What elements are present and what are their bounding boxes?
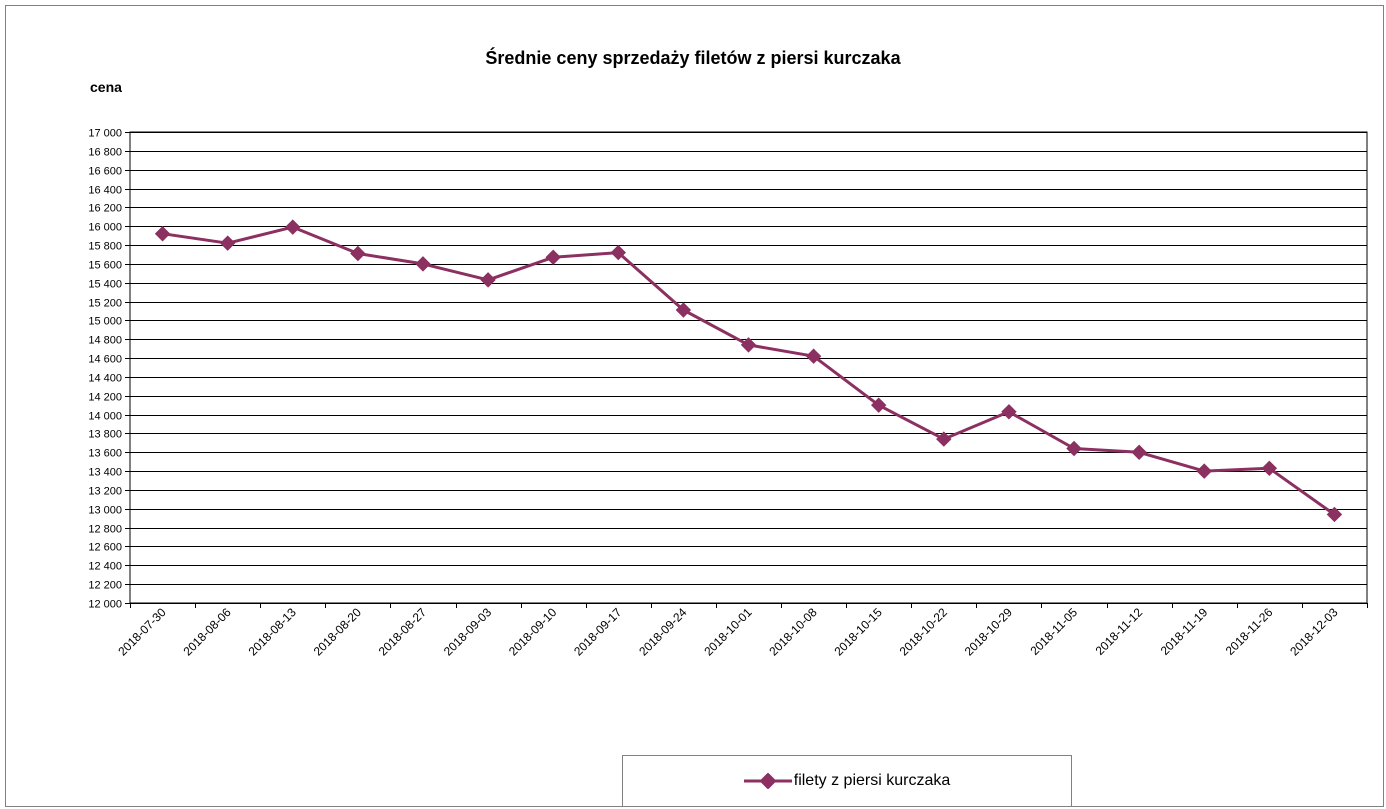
data-point bbox=[154, 226, 171, 242]
data-point bbox=[285, 219, 301, 235]
y-tick-label: 16 600 bbox=[88, 166, 122, 178]
data-point bbox=[1261, 460, 1278, 477]
y-tick-label: 16 800 bbox=[88, 147, 122, 159]
x-tick-label: 2018-08-13 bbox=[246, 605, 300, 659]
y-tick-label: 15 600 bbox=[88, 260, 122, 272]
y-tick-label: 17 000 bbox=[88, 128, 122, 140]
data-point bbox=[1196, 463, 1212, 479]
y-axis-label: cena bbox=[90, 79, 122, 95]
y-tick-label: 13 400 bbox=[88, 467, 122, 479]
data-point bbox=[480, 272, 496, 288]
y-tick-label: 13 200 bbox=[88, 486, 122, 498]
x-tick-label: 2018-08-06 bbox=[180, 605, 234, 659]
x-tick-label: 2018-11-26 bbox=[1223, 605, 1276, 658]
data-point bbox=[415, 256, 431, 272]
x-tick-label: 2018-10-22 bbox=[897, 605, 951, 659]
data-point bbox=[1131, 444, 1147, 460]
plot-area bbox=[129, 131, 1368, 604]
series-layer bbox=[154, 219, 1343, 523]
data-point bbox=[675, 302, 692, 318]
legend-swatch bbox=[743, 773, 792, 789]
x-tick-label: 2018-10-29 bbox=[962, 605, 1016, 659]
data-point bbox=[805, 348, 822, 364]
x-tick-label: 2018-08-20 bbox=[311, 605, 365, 659]
y-tick-label: 14 000 bbox=[88, 411, 122, 423]
y-tick-label: 14 600 bbox=[88, 354, 122, 366]
data-point bbox=[740, 337, 757, 353]
x-tick-label: 2018-09-10 bbox=[506, 605, 560, 659]
y-tick-label: 16 400 bbox=[88, 185, 122, 197]
y-tick-label: 14 800 bbox=[88, 335, 122, 347]
x-tick-label: 2018-11-12 bbox=[1093, 605, 1146, 658]
y-tick-label: 13 800 bbox=[88, 429, 122, 441]
y-tick-label: 15 400 bbox=[88, 279, 122, 291]
x-tick-label: 2018-10-08 bbox=[766, 605, 820, 659]
data-point bbox=[1326, 506, 1343, 523]
data-point bbox=[610, 244, 626, 261]
data-point bbox=[219, 235, 236, 251]
data-point bbox=[350, 245, 366, 262]
data-point bbox=[545, 249, 561, 265]
x-tick-labels: 2018-07-30 2018-08-06 2018-08-13 2018-08-20… bbox=[115, 605, 1340, 659]
x-tick-label: 2018-09-03 bbox=[441, 605, 495, 659]
data-point bbox=[871, 397, 887, 413]
x-tick-label: 2018-10-15 bbox=[832, 605, 886, 659]
x-tick-label: 2018-12-03 bbox=[1287, 605, 1341, 659]
y-tick-label: 15 000 bbox=[88, 316, 122, 328]
y-tick-label: 12 600 bbox=[88, 542, 122, 554]
y-tick-labels: 12 000 12 200 12 400 12 600 12 800 13 000 13 2… bbox=[88, 128, 122, 611]
data-point bbox=[1066, 440, 1082, 457]
x-tick-label: 2018-09-17 bbox=[571, 605, 625, 659]
y-tick-label: 12 200 bbox=[88, 580, 122, 592]
y-tick-label: 15 200 bbox=[88, 298, 122, 310]
y-tick-label: 12 400 bbox=[88, 561, 122, 573]
y-tick-label: 14 200 bbox=[88, 392, 122, 404]
x-tick-label: 2018-11-19 bbox=[1158, 605, 1211, 658]
legend: filety z piersi kurczaka bbox=[622, 755, 1072, 807]
y-tick-label: 16 200 bbox=[88, 203, 122, 215]
x-tick-label: 2018-11-05 bbox=[1027, 605, 1080, 658]
data-point bbox=[936, 431, 952, 447]
x-tick-label: 2018-10-01 bbox=[701, 605, 755, 659]
data-point bbox=[1001, 404, 1017, 420]
y-tick-label: 12 000 bbox=[88, 599, 122, 611]
y-tick-label: 13 000 bbox=[88, 505, 122, 517]
x-tick-label: 2018-07-30 bbox=[115, 605, 169, 659]
y-tick-label: 15 800 bbox=[88, 241, 122, 253]
x-tick-label: 2018-09-24 bbox=[636, 605, 690, 659]
y-tick-label: 14 400 bbox=[88, 373, 122, 385]
y-tick-label: 13 600 bbox=[88, 448, 122, 460]
gridlines bbox=[125, 131, 1368, 608]
legend-label: filety z piersi kurczaka bbox=[793, 772, 951, 789]
chart-title: Średnie ceny sprzedaży filetów z piersi … bbox=[485, 48, 901, 68]
y-tick-label: 12 800 bbox=[88, 524, 122, 536]
x-tick-label: 2018-08-27 bbox=[376, 605, 430, 659]
y-tick-label: 16 000 bbox=[88, 222, 122, 234]
chart-frame bbox=[5, 5, 1384, 807]
